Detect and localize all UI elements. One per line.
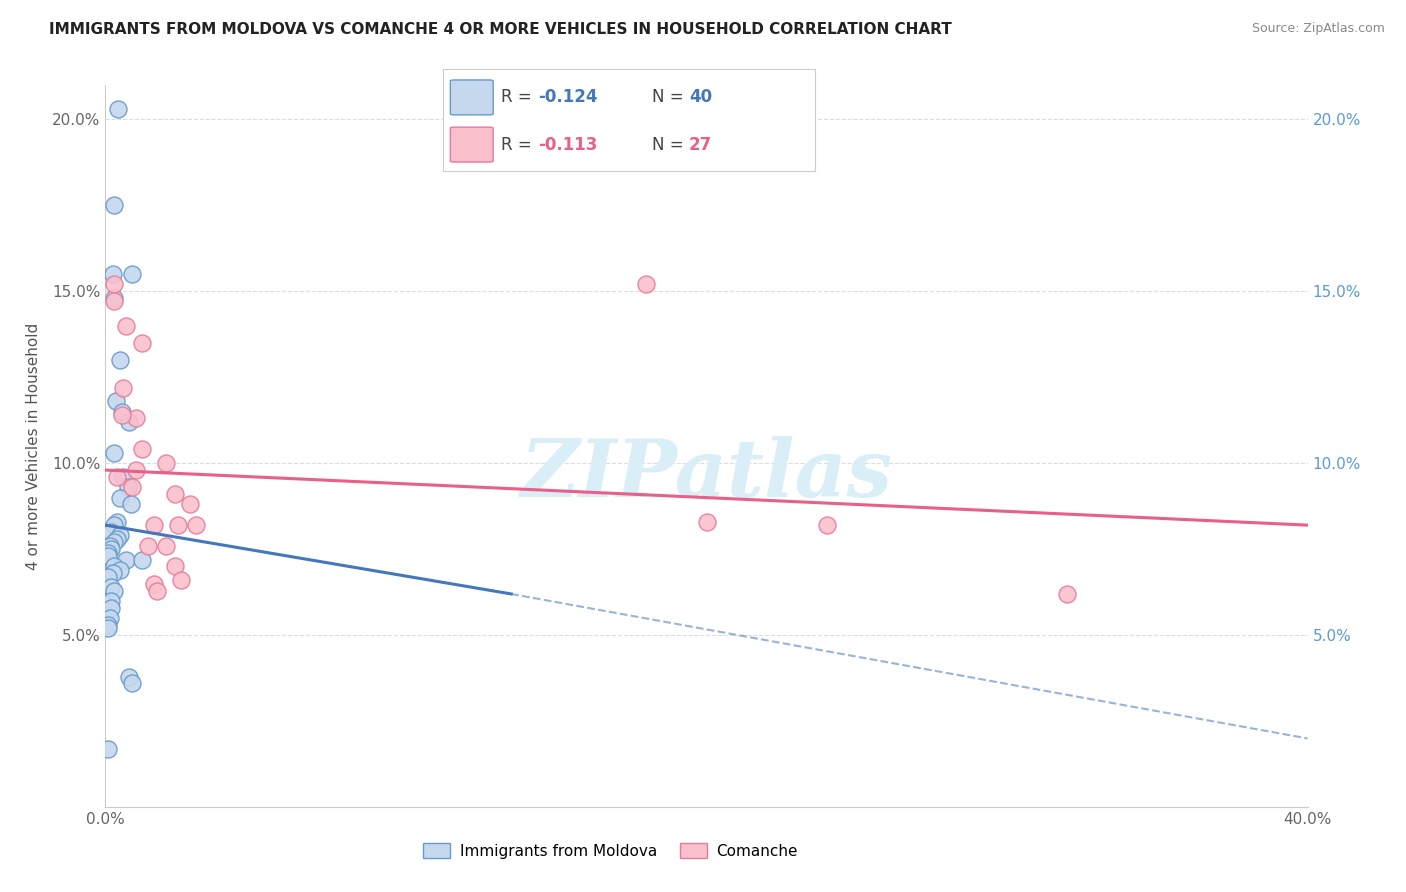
Point [110,491,132,505]
Text: N =: N = [651,136,689,153]
Y-axis label: 4 or more Vehicles in Household: 4 or more Vehicles in Household [27,322,41,570]
Point [112,470,135,484]
Point [136,539,159,553]
Point [107,532,129,546]
Point [103,535,125,549]
Text: 27: 27 [689,136,711,153]
Point [107,470,129,484]
Point [100,600,122,615]
Point [111,408,134,422]
Point [100,524,122,539]
Point [163,559,186,574]
Point [103,559,125,574]
Point [101,267,124,281]
Point [696,515,718,529]
Point [103,291,125,305]
FancyBboxPatch shape [450,128,494,162]
Point [121,480,143,494]
Point [120,498,142,512]
Point [118,669,141,683]
Point [155,539,177,553]
Point [815,518,838,533]
Point [110,528,132,542]
Point [97,618,120,632]
Point [104,394,127,409]
Point [184,518,207,533]
Text: ZIPatlas: ZIPatlas [520,436,893,514]
Point [1056,587,1078,601]
Text: 40: 40 [689,88,711,106]
FancyBboxPatch shape [450,80,494,115]
Point [169,573,191,587]
Point [103,446,125,460]
Point [97,570,120,584]
Point [124,463,146,477]
Point [131,335,153,350]
Point [97,741,120,756]
Legend: Immigrants from Moldova, Comanche: Immigrants from Moldova, Comanche [416,837,804,864]
Point [111,404,134,418]
Point [107,102,129,116]
Point [131,442,153,457]
Point [121,267,143,281]
Point [115,318,138,333]
Point [131,552,153,566]
Point [100,594,122,608]
Point [110,563,132,577]
Point [97,546,120,560]
Point [115,552,138,566]
Point [101,566,124,581]
Text: R =: R = [501,136,537,153]
Point [100,580,122,594]
Point [103,198,125,212]
Point [636,277,658,292]
Point [103,518,125,533]
Point [155,456,177,470]
Point [103,583,125,598]
Point [97,549,120,563]
Text: IMMIGRANTS FROM MOLDOVA VS COMANCHE 4 OR MORE VEHICLES IN HOUSEHOLD CORRELATION : IMMIGRANTS FROM MOLDOVA VS COMANCHE 4 OR… [49,22,952,37]
Point [103,277,125,292]
Point [97,621,120,635]
Point [179,498,201,512]
Point [100,542,122,557]
Text: R =: R = [501,88,537,106]
Point [98,611,121,625]
Point [117,480,139,494]
Text: -0.113: -0.113 [538,136,598,153]
Point [142,518,165,533]
Point [110,353,132,368]
Text: -0.124: -0.124 [538,88,598,106]
Point [118,415,141,429]
Point [121,676,143,690]
Text: Source: ZipAtlas.com: Source: ZipAtlas.com [1251,22,1385,36]
Point [124,411,146,425]
Point [112,380,135,394]
Point [103,294,125,309]
Point [163,487,186,501]
Point [107,515,129,529]
Point [145,583,167,598]
Text: N =: N = [651,88,689,106]
Point [142,576,165,591]
Point [166,518,188,533]
Point [98,539,121,553]
